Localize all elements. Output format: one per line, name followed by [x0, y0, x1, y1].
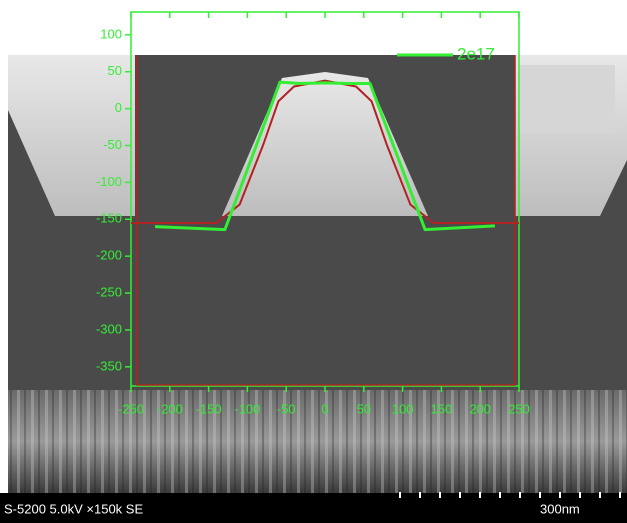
- chart: S-5200 5.0kV ×150k SE 300nm -350 -300 -250…: [0, 0, 627, 523]
- sem-image: S-5200 5.0kV ×150k SE 300nm: [0, 55, 627, 523]
- sem-info: S-5200 5.0kV ×150k SE: [4, 501, 143, 516]
- x-tick-label: 100: [392, 401, 414, 416]
- sem-scale: 300nm: [540, 501, 580, 516]
- x-tick-label: 250: [508, 401, 530, 416]
- y-tick-label: -150: [96, 211, 122, 226]
- y-tick-label: 100: [100, 26, 122, 41]
- y-tick-label: -250: [96, 284, 122, 299]
- x-tick-label: 0: [321, 401, 328, 416]
- x-tick-label: -250: [118, 401, 144, 416]
- x-tick-label: -100: [234, 401, 260, 416]
- x-tick-label: 200: [469, 401, 491, 416]
- legend-label: 2e17: [457, 44, 495, 63]
- x-tick-label: 150: [431, 401, 453, 416]
- y-tick-label: -100: [96, 174, 122, 189]
- y-tick-label: -350: [96, 358, 122, 373]
- x-tick-label: -50: [277, 401, 296, 416]
- x-tick-label: -200: [157, 401, 183, 416]
- y-tick-label: 0: [115, 100, 122, 115]
- y-tick-label: -50: [103, 137, 122, 152]
- x-tick-label: -150: [196, 401, 222, 416]
- y-tick-label: -300: [96, 321, 122, 336]
- y-tick-label: 50: [108, 63, 122, 78]
- x-tick-label: 50: [357, 401, 371, 416]
- y-tick-label: -200: [96, 248, 122, 263]
